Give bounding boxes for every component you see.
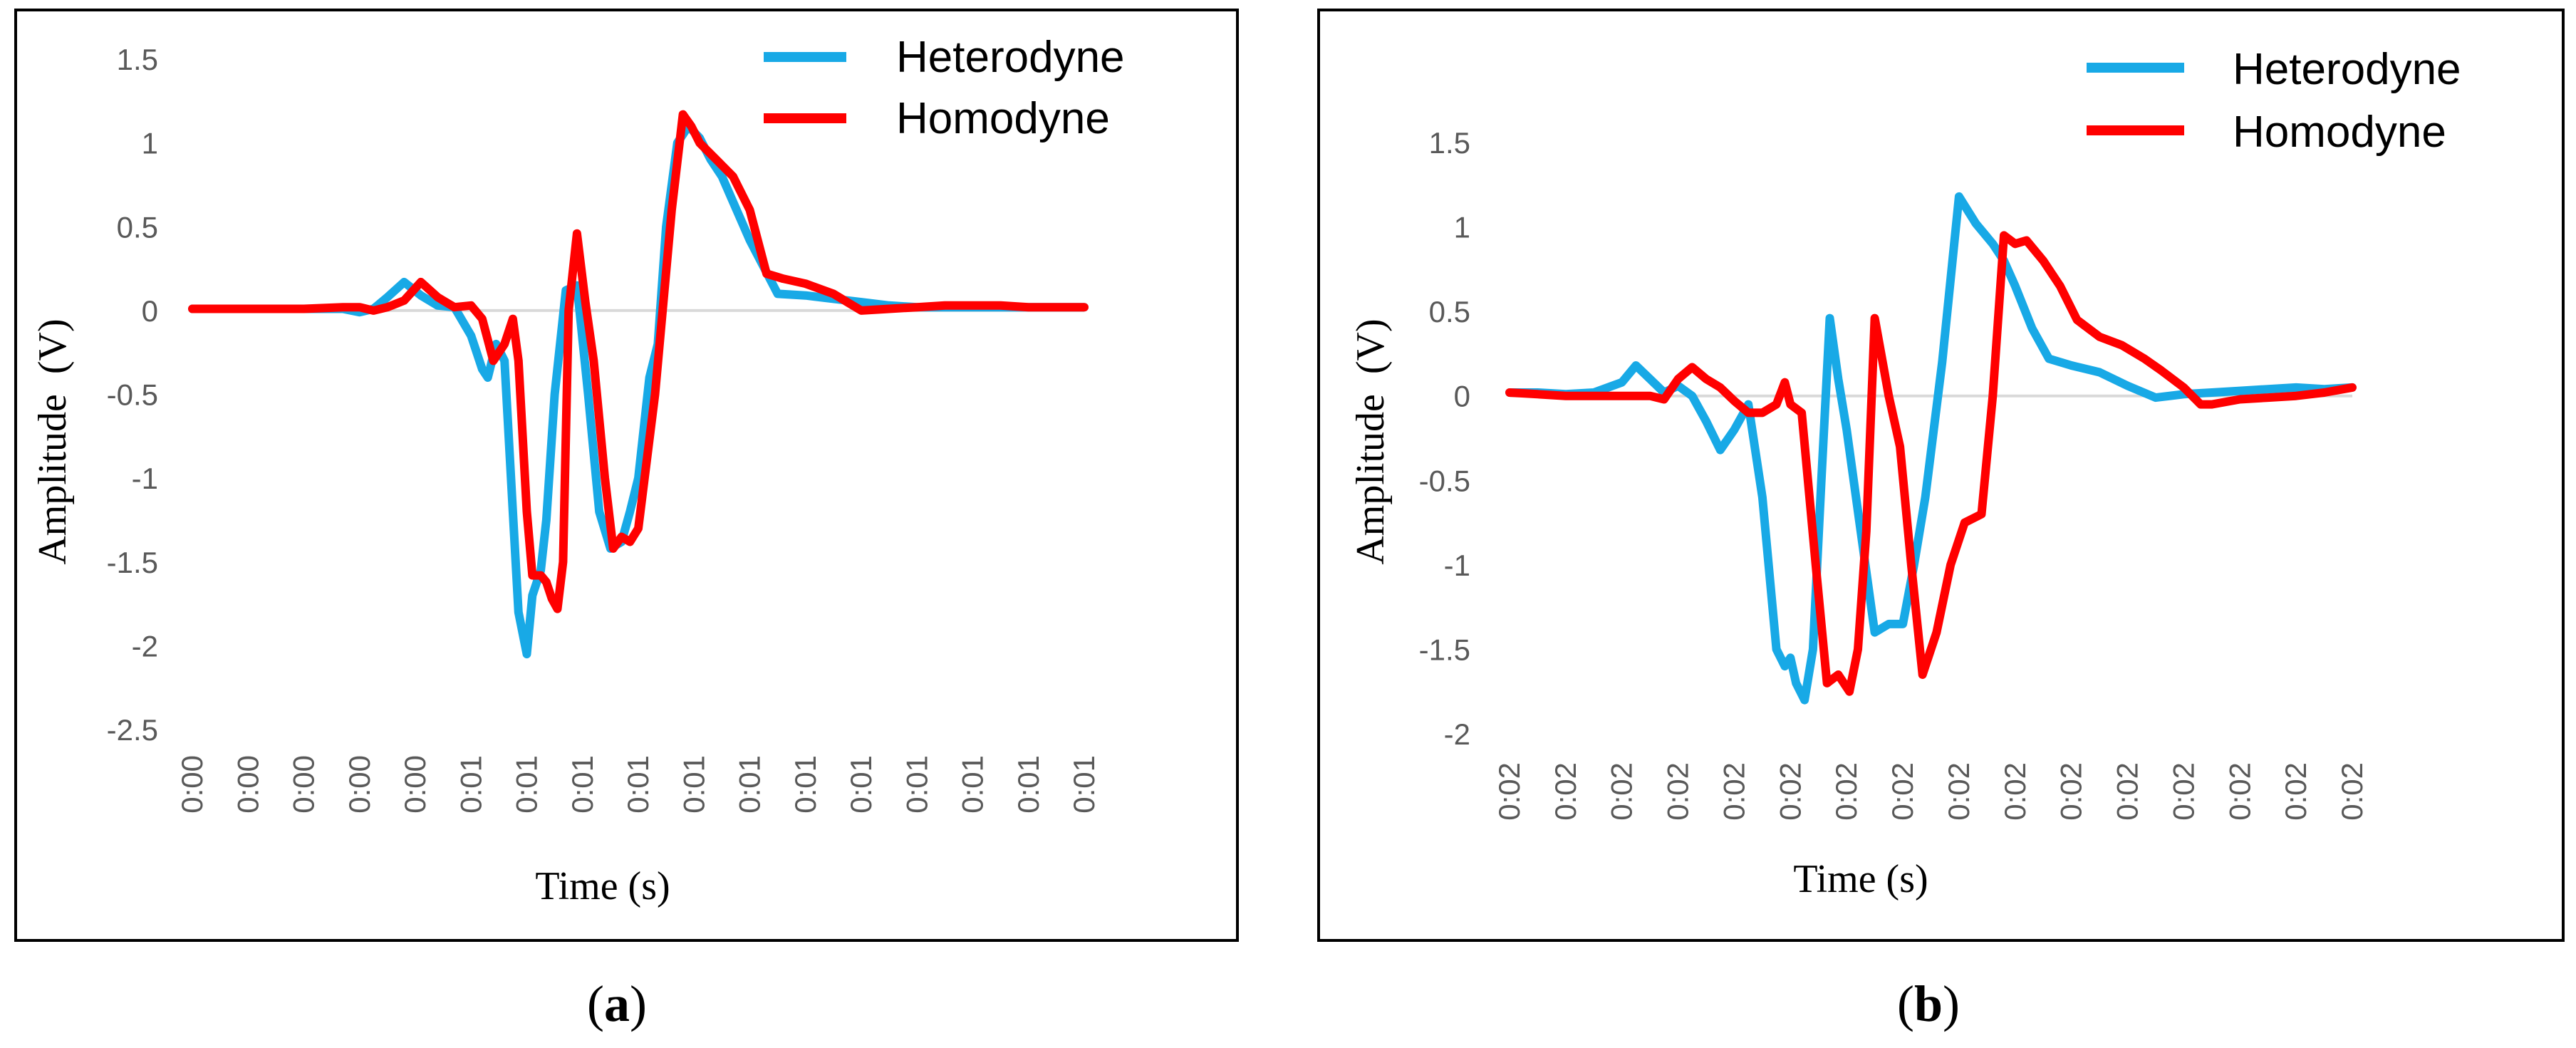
- series-line-homodyne-b: [1505, 231, 2357, 696]
- x-tick-label-b-2: 0:02: [1605, 762, 1638, 821]
- x-tick-label-a-1: 0:00: [231, 755, 264, 814]
- y-tick-label-b-6: -1.5: [1419, 633, 1470, 666]
- y-tick-label-b-5: -1: [1444, 549, 1470, 582]
- y-tick-label-b-0: 1.5: [1429, 126, 1470, 160]
- x-tick-label-b-11: 0:02: [2111, 762, 2144, 821]
- y-tick-label-a-8: -2.5: [107, 713, 158, 747]
- x-tick-label-b-8: 0:02: [1942, 762, 1975, 821]
- chart-frame-a: [14, 9, 1239, 942]
- x-tick-label-b-15: 0:02: [2335, 762, 2369, 821]
- x-tick-label-b-12: 0:02: [2166, 762, 2200, 821]
- x-tick-label-b-5: 0:02: [1773, 762, 1807, 821]
- x-axis-title-b: Time (s): [1793, 857, 1928, 901]
- x-tick-label-b-3: 0:02: [1661, 762, 1695, 821]
- panel-label-a: (a): [587, 975, 647, 1032]
- x-tick-label-a-6: 0:01: [510, 755, 544, 814]
- x-tick-label-b-1: 0:02: [1549, 762, 1582, 821]
- x-tick-label-a-15: 0:01: [1012, 755, 1045, 814]
- x-tick-label-a-2: 0:00: [287, 755, 321, 814]
- y-axis-title-b: Amplitude (V): [1349, 318, 1393, 564]
- y-tick-label-b-1: 1: [1454, 211, 1470, 244]
- x-tick-label-a-3: 0:00: [343, 755, 376, 814]
- y-tick-label-b-3: 0: [1454, 380, 1470, 413]
- x-tick-label-b-9: 0:02: [1998, 762, 2032, 821]
- x-tick-label-a-10: 0:01: [733, 755, 767, 814]
- x-tick-label-a-13: 0:01: [900, 755, 933, 814]
- x-tick-label-b-4: 0:02: [1717, 762, 1750, 821]
- y-tick-label-a-5: -1: [132, 462, 158, 495]
- x-tick-label-a-14: 0:01: [956, 755, 990, 814]
- x-tick-label-a-0: 0:00: [175, 755, 209, 814]
- series-line-heterodyne-a: [188, 122, 1089, 659]
- panel-label-b: (b): [1897, 975, 1960, 1032]
- x-tick-label-a-12: 0:01: [844, 755, 878, 814]
- chart-panel-a: 1.5 1 0.5 0 -0.5 -1 -1.5 -2 -2.5 0:00 0:00 0:00 0:00…: [14, 9, 1239, 942]
- x-tick-label-b-6: 0:02: [1829, 762, 1863, 821]
- x-tick-label-a-9: 0:01: [677, 755, 710, 814]
- x-tick-label-a-7: 0:01: [566, 755, 599, 814]
- x-tick-label-a-5: 0:01: [454, 755, 487, 814]
- y-tick-label-a-0: 1.5: [117, 43, 158, 76]
- x-tick-label-b-14: 0:02: [2279, 762, 2312, 821]
- legend-label-heterodyne-b: Heterodyne: [2233, 45, 2461, 94]
- x-tick-label-b-0: 0:02: [1492, 762, 1526, 821]
- x-tick-label-b-10: 0:02: [2055, 762, 2088, 821]
- legend-label-homodyne-b: Homodyne: [2233, 108, 2446, 157]
- y-tick-label-a-6: -1.5: [107, 546, 158, 579]
- y-tick-label-a-2: 0.5: [117, 210, 158, 244]
- y-tick-label-b-7: -2: [1444, 717, 1470, 751]
- x-tick-label-b-7: 0:02: [1886, 762, 1919, 821]
- series-line-homodyne-a: [188, 110, 1089, 613]
- y-axis-title-a: Amplitude (V): [31, 318, 75, 564]
- x-tick-label-a-11: 0:01: [789, 755, 822, 814]
- chart-panel-b: 1.5 1 0.5 0 -0.5 -1 -1.5 -2 0:02 0:02 0:02 0:02 0:02…: [1317, 9, 2565, 942]
- x-tick-label-b-13: 0:02: [2223, 762, 2256, 821]
- x-tick-label-a-16: 0:01: [1067, 755, 1101, 814]
- legend-label-heterodyne-a: Heterodyne: [896, 33, 1125, 82]
- y-tick-label-a-4: -0.5: [107, 378, 158, 412]
- x-tick-label-a-4: 0:00: [398, 755, 432, 814]
- y-tick-label-a-7: -2: [132, 629, 158, 663]
- x-tick-label-a-8: 0:01: [621, 755, 655, 814]
- legend-label-homodyne-a: Homodyne: [896, 94, 1110, 143]
- series-line-heterodyne-b: [1505, 192, 2357, 705]
- chart-frame-b: [1317, 9, 2565, 942]
- y-tick-label-a-3: 0: [142, 294, 158, 328]
- y-tick-label-b-2: 0.5: [1429, 295, 1470, 328]
- y-tick-label-a-1: 1: [142, 127, 158, 160]
- x-axis-title-a: Time (s): [535, 864, 670, 908]
- y-tick-label-b-4: -0.5: [1419, 464, 1470, 497]
